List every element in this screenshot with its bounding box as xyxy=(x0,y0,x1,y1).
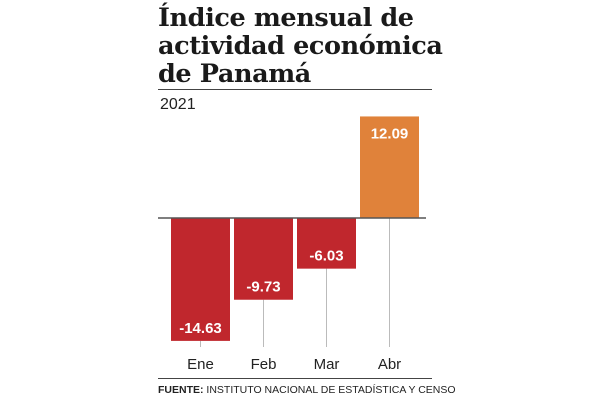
category-label: Abr xyxy=(378,356,401,373)
bar-value-label: -9.73 xyxy=(246,279,280,296)
bar-abr xyxy=(360,116,419,218)
title-line-1: Índice mensual de xyxy=(158,3,414,33)
bar-value-label: -14.63 xyxy=(179,320,222,337)
source-label: FUENTE: xyxy=(158,384,204,396)
bar-ene xyxy=(171,218,230,341)
category-label: Mar xyxy=(314,356,340,373)
chart-title: Índice mensual de actividad económica de… xyxy=(158,4,458,88)
bar-value-label: -6.03 xyxy=(309,248,343,265)
title-line-3: de Panamá xyxy=(158,59,311,89)
source-text: INSTITUTO NACIONAL DE ESTADÍSTICA Y CENS… xyxy=(203,384,456,396)
title-line-2: actividad económica xyxy=(158,31,443,61)
footer-divider xyxy=(158,378,432,379)
bar-feb xyxy=(234,218,293,300)
source-note: FUENTE: INSTITUTO NACIONAL DE ESTADÍSTIC… xyxy=(158,384,456,396)
category-label: Feb xyxy=(251,356,277,373)
category-label: Ene xyxy=(187,356,214,373)
year-label: 2021 xyxy=(160,96,196,113)
title-divider xyxy=(158,89,432,90)
bar-mar xyxy=(297,218,356,269)
bar-value-label: 12.09 xyxy=(371,125,409,142)
